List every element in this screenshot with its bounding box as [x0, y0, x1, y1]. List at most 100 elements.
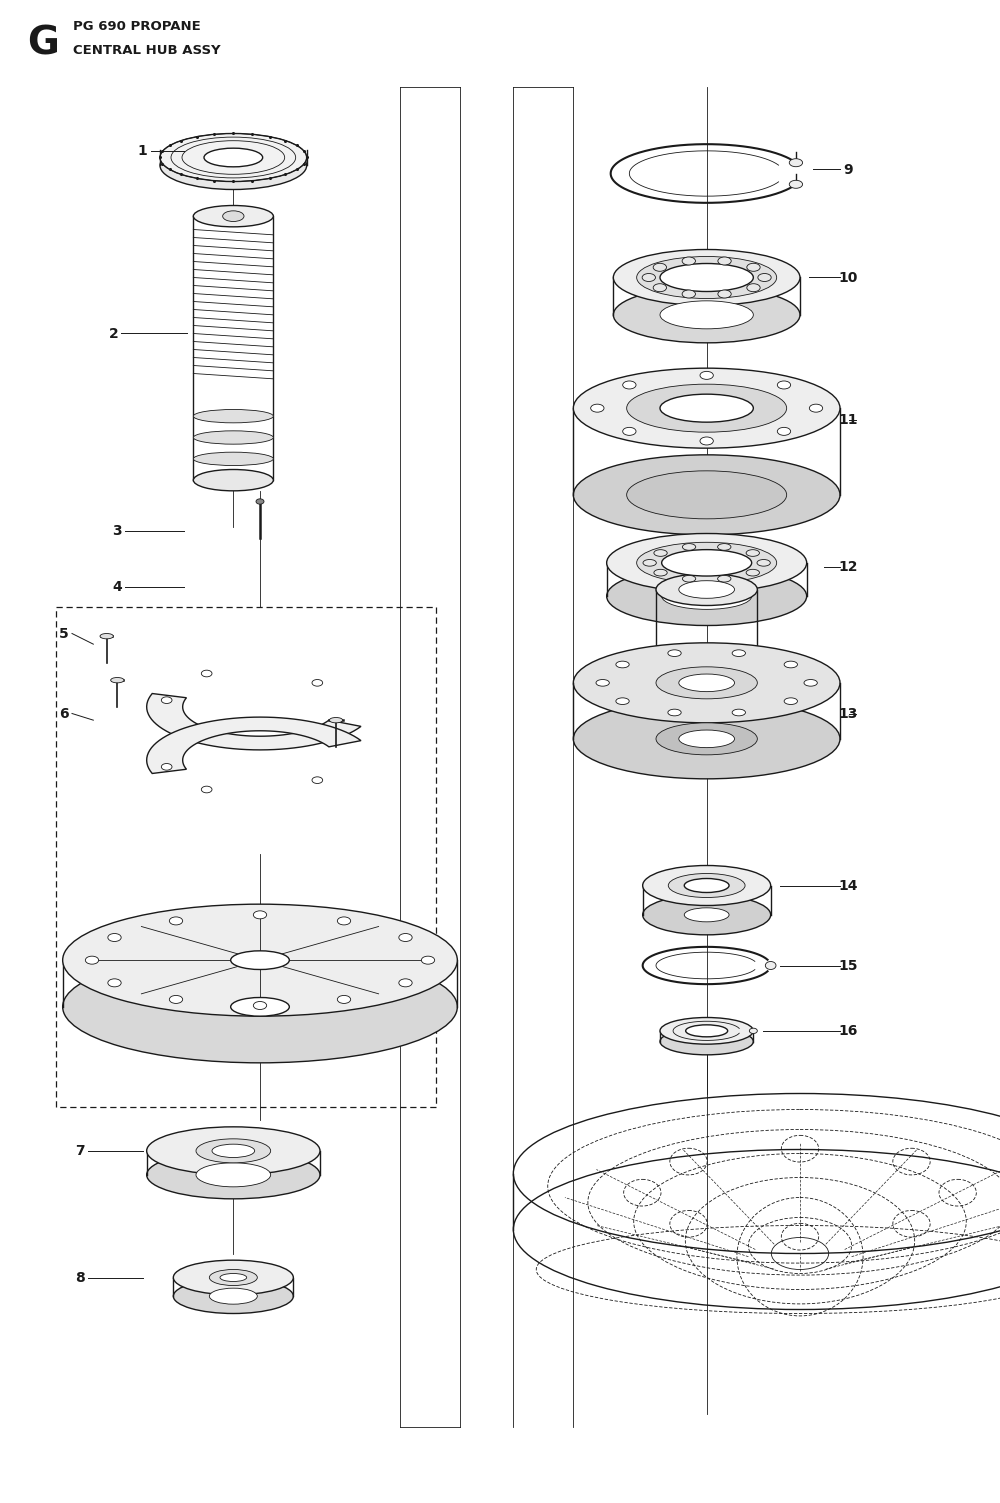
Ellipse shape: [616, 697, 629, 705]
Ellipse shape: [147, 1127, 320, 1175]
Ellipse shape: [85, 956, 99, 963]
Ellipse shape: [253, 1001, 267, 1010]
Ellipse shape: [108, 978, 121, 987]
Ellipse shape: [637, 543, 777, 583]
Ellipse shape: [746, 550, 759, 556]
Text: 7: 7: [75, 1144, 85, 1157]
Ellipse shape: [573, 368, 840, 448]
Ellipse shape: [173, 1279, 293, 1314]
Ellipse shape: [63, 951, 457, 1063]
Text: 1: 1: [138, 144, 148, 158]
Ellipse shape: [653, 263, 667, 272]
Ellipse shape: [718, 290, 731, 298]
Text: 16: 16: [838, 1024, 858, 1039]
Text: 4: 4: [112, 580, 122, 594]
Ellipse shape: [623, 380, 636, 389]
Ellipse shape: [668, 709, 681, 715]
Ellipse shape: [627, 470, 787, 519]
Text: G: G: [27, 24, 59, 62]
Ellipse shape: [662, 583, 752, 609]
Ellipse shape: [169, 995, 183, 1004]
Ellipse shape: [654, 570, 667, 576]
Text: 12: 12: [838, 559, 858, 574]
Ellipse shape: [682, 544, 696, 550]
Ellipse shape: [700, 371, 713, 379]
Ellipse shape: [421, 956, 435, 963]
Ellipse shape: [809, 404, 823, 412]
Ellipse shape: [160, 141, 307, 189]
Ellipse shape: [147, 1151, 320, 1199]
Ellipse shape: [196, 1139, 271, 1163]
Ellipse shape: [643, 559, 656, 567]
Ellipse shape: [660, 1028, 753, 1055]
Ellipse shape: [662, 550, 752, 576]
Ellipse shape: [573, 455, 840, 535]
Text: 15: 15: [838, 959, 858, 972]
Ellipse shape: [399, 933, 412, 941]
Text: 11: 11: [838, 413, 858, 427]
Ellipse shape: [329, 717, 343, 723]
Ellipse shape: [679, 580, 735, 598]
Ellipse shape: [679, 673, 735, 691]
Ellipse shape: [253, 911, 267, 918]
Ellipse shape: [312, 777, 323, 783]
Ellipse shape: [160, 134, 307, 182]
Ellipse shape: [654, 550, 667, 556]
Ellipse shape: [256, 499, 264, 504]
Ellipse shape: [596, 679, 609, 687]
Text: PG 690 PROPANE: PG 690 PROPANE: [73, 20, 201, 33]
Ellipse shape: [337, 917, 351, 924]
Ellipse shape: [686, 1025, 728, 1037]
Ellipse shape: [643, 866, 771, 905]
Ellipse shape: [668, 873, 745, 897]
Ellipse shape: [660, 481, 753, 510]
Ellipse shape: [758, 274, 771, 281]
Text: 6: 6: [59, 706, 69, 720]
Ellipse shape: [231, 951, 289, 969]
Ellipse shape: [613, 249, 800, 305]
Ellipse shape: [749, 1028, 757, 1034]
Ellipse shape: [111, 678, 124, 682]
Ellipse shape: [656, 723, 757, 755]
Ellipse shape: [161, 697, 172, 703]
Ellipse shape: [623, 427, 636, 436]
Ellipse shape: [784, 697, 797, 705]
Ellipse shape: [63, 905, 457, 1016]
Text: 3: 3: [113, 525, 122, 538]
Ellipse shape: [643, 894, 771, 935]
Ellipse shape: [193, 409, 273, 422]
Ellipse shape: [201, 786, 212, 794]
Ellipse shape: [642, 274, 655, 281]
Ellipse shape: [732, 709, 745, 715]
Ellipse shape: [637, 257, 777, 299]
Ellipse shape: [231, 998, 289, 1016]
Ellipse shape: [193, 431, 273, 445]
Text: 9: 9: [843, 162, 853, 176]
Ellipse shape: [765, 962, 776, 969]
Ellipse shape: [789, 180, 803, 188]
Ellipse shape: [777, 380, 791, 389]
Ellipse shape: [656, 574, 757, 606]
Ellipse shape: [757, 559, 770, 567]
Ellipse shape: [656, 667, 757, 699]
Ellipse shape: [607, 567, 807, 625]
Ellipse shape: [682, 290, 695, 298]
Ellipse shape: [718, 257, 731, 265]
Ellipse shape: [173, 1260, 293, 1294]
Ellipse shape: [399, 978, 412, 987]
Ellipse shape: [193, 206, 273, 227]
Polygon shape: [147, 717, 361, 774]
Text: 5: 5: [59, 627, 69, 640]
Text: 2: 2: [108, 326, 118, 341]
Text: 10: 10: [838, 271, 858, 284]
Text: 13: 13: [838, 706, 858, 720]
Ellipse shape: [573, 699, 840, 779]
Ellipse shape: [607, 534, 807, 592]
Ellipse shape: [660, 1018, 753, 1045]
Ellipse shape: [209, 1270, 257, 1285]
Ellipse shape: [627, 385, 787, 433]
Ellipse shape: [653, 284, 667, 292]
Ellipse shape: [668, 649, 681, 657]
Polygon shape: [147, 693, 361, 750]
Ellipse shape: [700, 437, 713, 445]
